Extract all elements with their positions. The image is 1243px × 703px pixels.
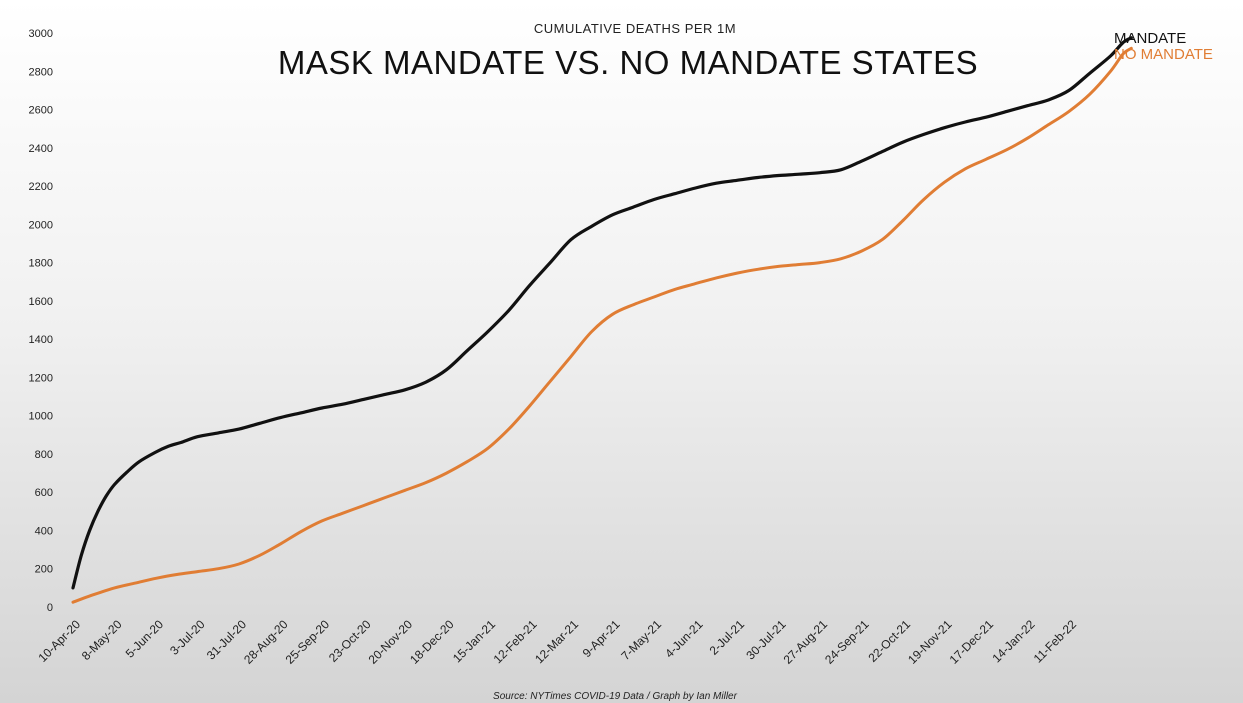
no-mandate-line <box>71 46 1133 604</box>
y-tick-label: 800 <box>35 449 53 461</box>
x-tick-label: 18-Dec-20 <box>407 617 457 667</box>
y-tick-label: 600 <box>35 487 53 499</box>
y-tick-label: 1200 <box>29 372 53 384</box>
x-tick-label: 27-Aug-21 <box>781 617 831 667</box>
x-tick-label: 5-Jun-20 <box>123 617 167 661</box>
x-tick-label: 8-May-20 <box>79 617 125 663</box>
x-axis: 10-Apr-208-May-205-Jun-20 3-Jul-2031-Jul-… <box>35 617 1079 667</box>
y-tick-label: 1000 <box>29 411 53 423</box>
series-lines <box>71 36 1133 604</box>
y-axis: 0 200 400 600 800 1000 1200 1400 1600 1800 2000 220… <box>29 28 53 614</box>
x-tick-label: 25-Sep-20 <box>283 617 333 667</box>
x-tick-label: 7-May-21 <box>618 617 664 663</box>
x-tick-label: 24-Sep-21 <box>822 617 872 667</box>
y-tick-label: 200 <box>35 564 53 576</box>
y-tick-label: 1400 <box>29 334 53 346</box>
x-tick-label: 19-Nov-21 <box>905 617 955 667</box>
y-tick-label: 2400 <box>29 143 53 155</box>
x-tick-label: 4-Jun-21 <box>662 617 706 661</box>
x-tick-label: 12-Feb-21 <box>491 617 540 666</box>
y-tick-label: 1600 <box>29 296 53 308</box>
x-tick-label: 14-Jan-22 <box>990 617 1038 665</box>
chart-subtitle: CUMULATIVE DEATHS PER 1M <box>534 21 736 36</box>
x-tick-label: 9-Apr-21 <box>580 617 623 660</box>
no-mandate-series-label: NO MANDATE <box>1114 46 1213 63</box>
x-tick-label: 2-Jul-21 <box>707 617 748 658</box>
y-tick-label: 0 <box>47 602 53 614</box>
mandate-series-label: MANDATE <box>1114 30 1186 47</box>
y-tick-label: 2600 <box>29 105 53 117</box>
chart-source: Source: NYTimes COVID-19 Data / Graph by… <box>493 691 738 702</box>
x-tick-label: 28-Aug-20 <box>241 617 291 667</box>
x-tick-label: 11-Feb-22 <box>1031 617 1080 666</box>
x-tick-label: 17-Dec-21 <box>947 617 997 667</box>
chart-title: MASK MANDATE VS. NO MANDATE STATES <box>278 44 978 81</box>
x-tick-label: 10-Apr-20 <box>35 617 83 665</box>
mandate-line <box>71 36 1133 590</box>
y-tick-label: 1800 <box>29 258 53 270</box>
y-tick-label: 2200 <box>29 181 53 193</box>
y-tick-label: 2000 <box>29 219 53 231</box>
y-tick-label: 3000 <box>29 28 53 40</box>
y-tick-label: 400 <box>35 525 53 537</box>
y-tick-label: 2800 <box>29 66 53 78</box>
x-tick-label: 20-Nov-20 <box>366 617 416 667</box>
x-tick-label: 12-Mar-21 <box>532 617 581 666</box>
x-tick-label: 3-Jul-20 <box>167 617 208 658</box>
